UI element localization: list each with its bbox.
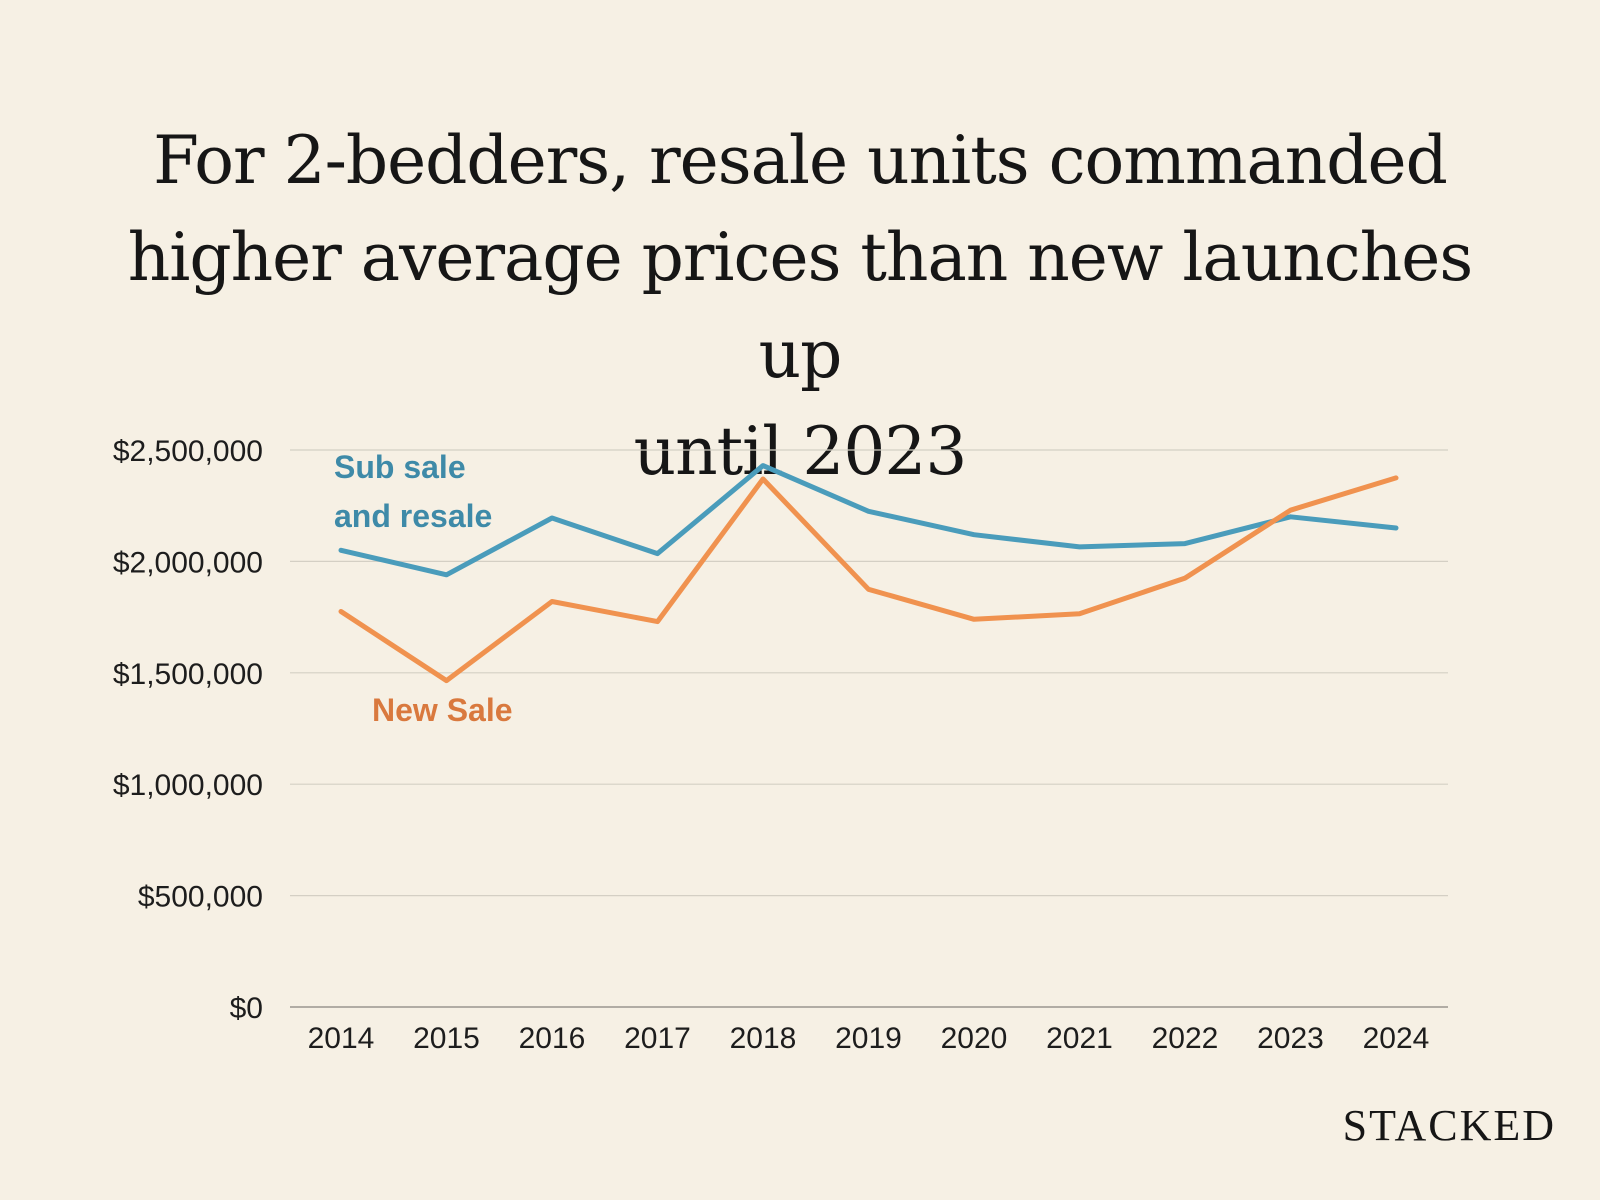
y-tick-label: $1,500,000 [113, 658, 263, 691]
grid-lines [290, 449, 1448, 1008]
series-label-resale: and resale [334, 498, 492, 534]
series-lines [338, 463, 1399, 684]
y-tick-label: $500,000 [138, 881, 263, 914]
x-tick-label: 2022 [1152, 1022, 1219, 1055]
x-tick-label: 2018 [730, 1022, 797, 1055]
series-label-resale: Sub sale [334, 449, 466, 485]
x-tick-label: 2024 [1363, 1022, 1430, 1055]
x-tick-label: 2016 [519, 1022, 586, 1055]
x-tick-label: 2019 [835, 1022, 902, 1055]
series-line-resale [338, 463, 1399, 578]
chart-title-line-1: For 2-bedders, resale units commanded [153, 122, 1448, 199]
y-tick-label: $2,500,000 [113, 435, 263, 468]
x-tick-label: 2014 [308, 1022, 375, 1055]
y-tick-label: $1,000,000 [113, 769, 263, 802]
y-tick-label: $2,000,000 [113, 546, 263, 579]
series-labels: Sub sale and resale New Sale [334, 449, 513, 728]
chart-title-line-3: until 2023 [633, 413, 968, 490]
x-tick-label: 2015 [413, 1022, 480, 1055]
series-label-new-sale: New Sale [372, 692, 513, 728]
x-tick-label: 2021 [1046, 1022, 1113, 1055]
chart-title-line-2: higher average prices than new launches … [127, 219, 1473, 393]
series-line-new-sale [338, 475, 1399, 684]
x-tick-label: 2017 [624, 1022, 691, 1055]
brand-logo: STACKED [1342, 1101, 1556, 1150]
y-axis-ticks: $0 $500,000 $1,000,000 $1,500,000 $2,000,000… [113, 435, 263, 1025]
chart-title: For 2-bedders, resale units commanded hi… [100, 112, 1500, 500]
x-tick-label: 2020 [941, 1022, 1008, 1055]
y-tick-label: $0 [230, 992, 263, 1025]
x-tick-label: 2023 [1257, 1022, 1324, 1055]
x-axis-ticks: 2014 2015 2016 2017 2018 2019 2020 2021 2022 2023… [308, 1022, 1430, 1055]
